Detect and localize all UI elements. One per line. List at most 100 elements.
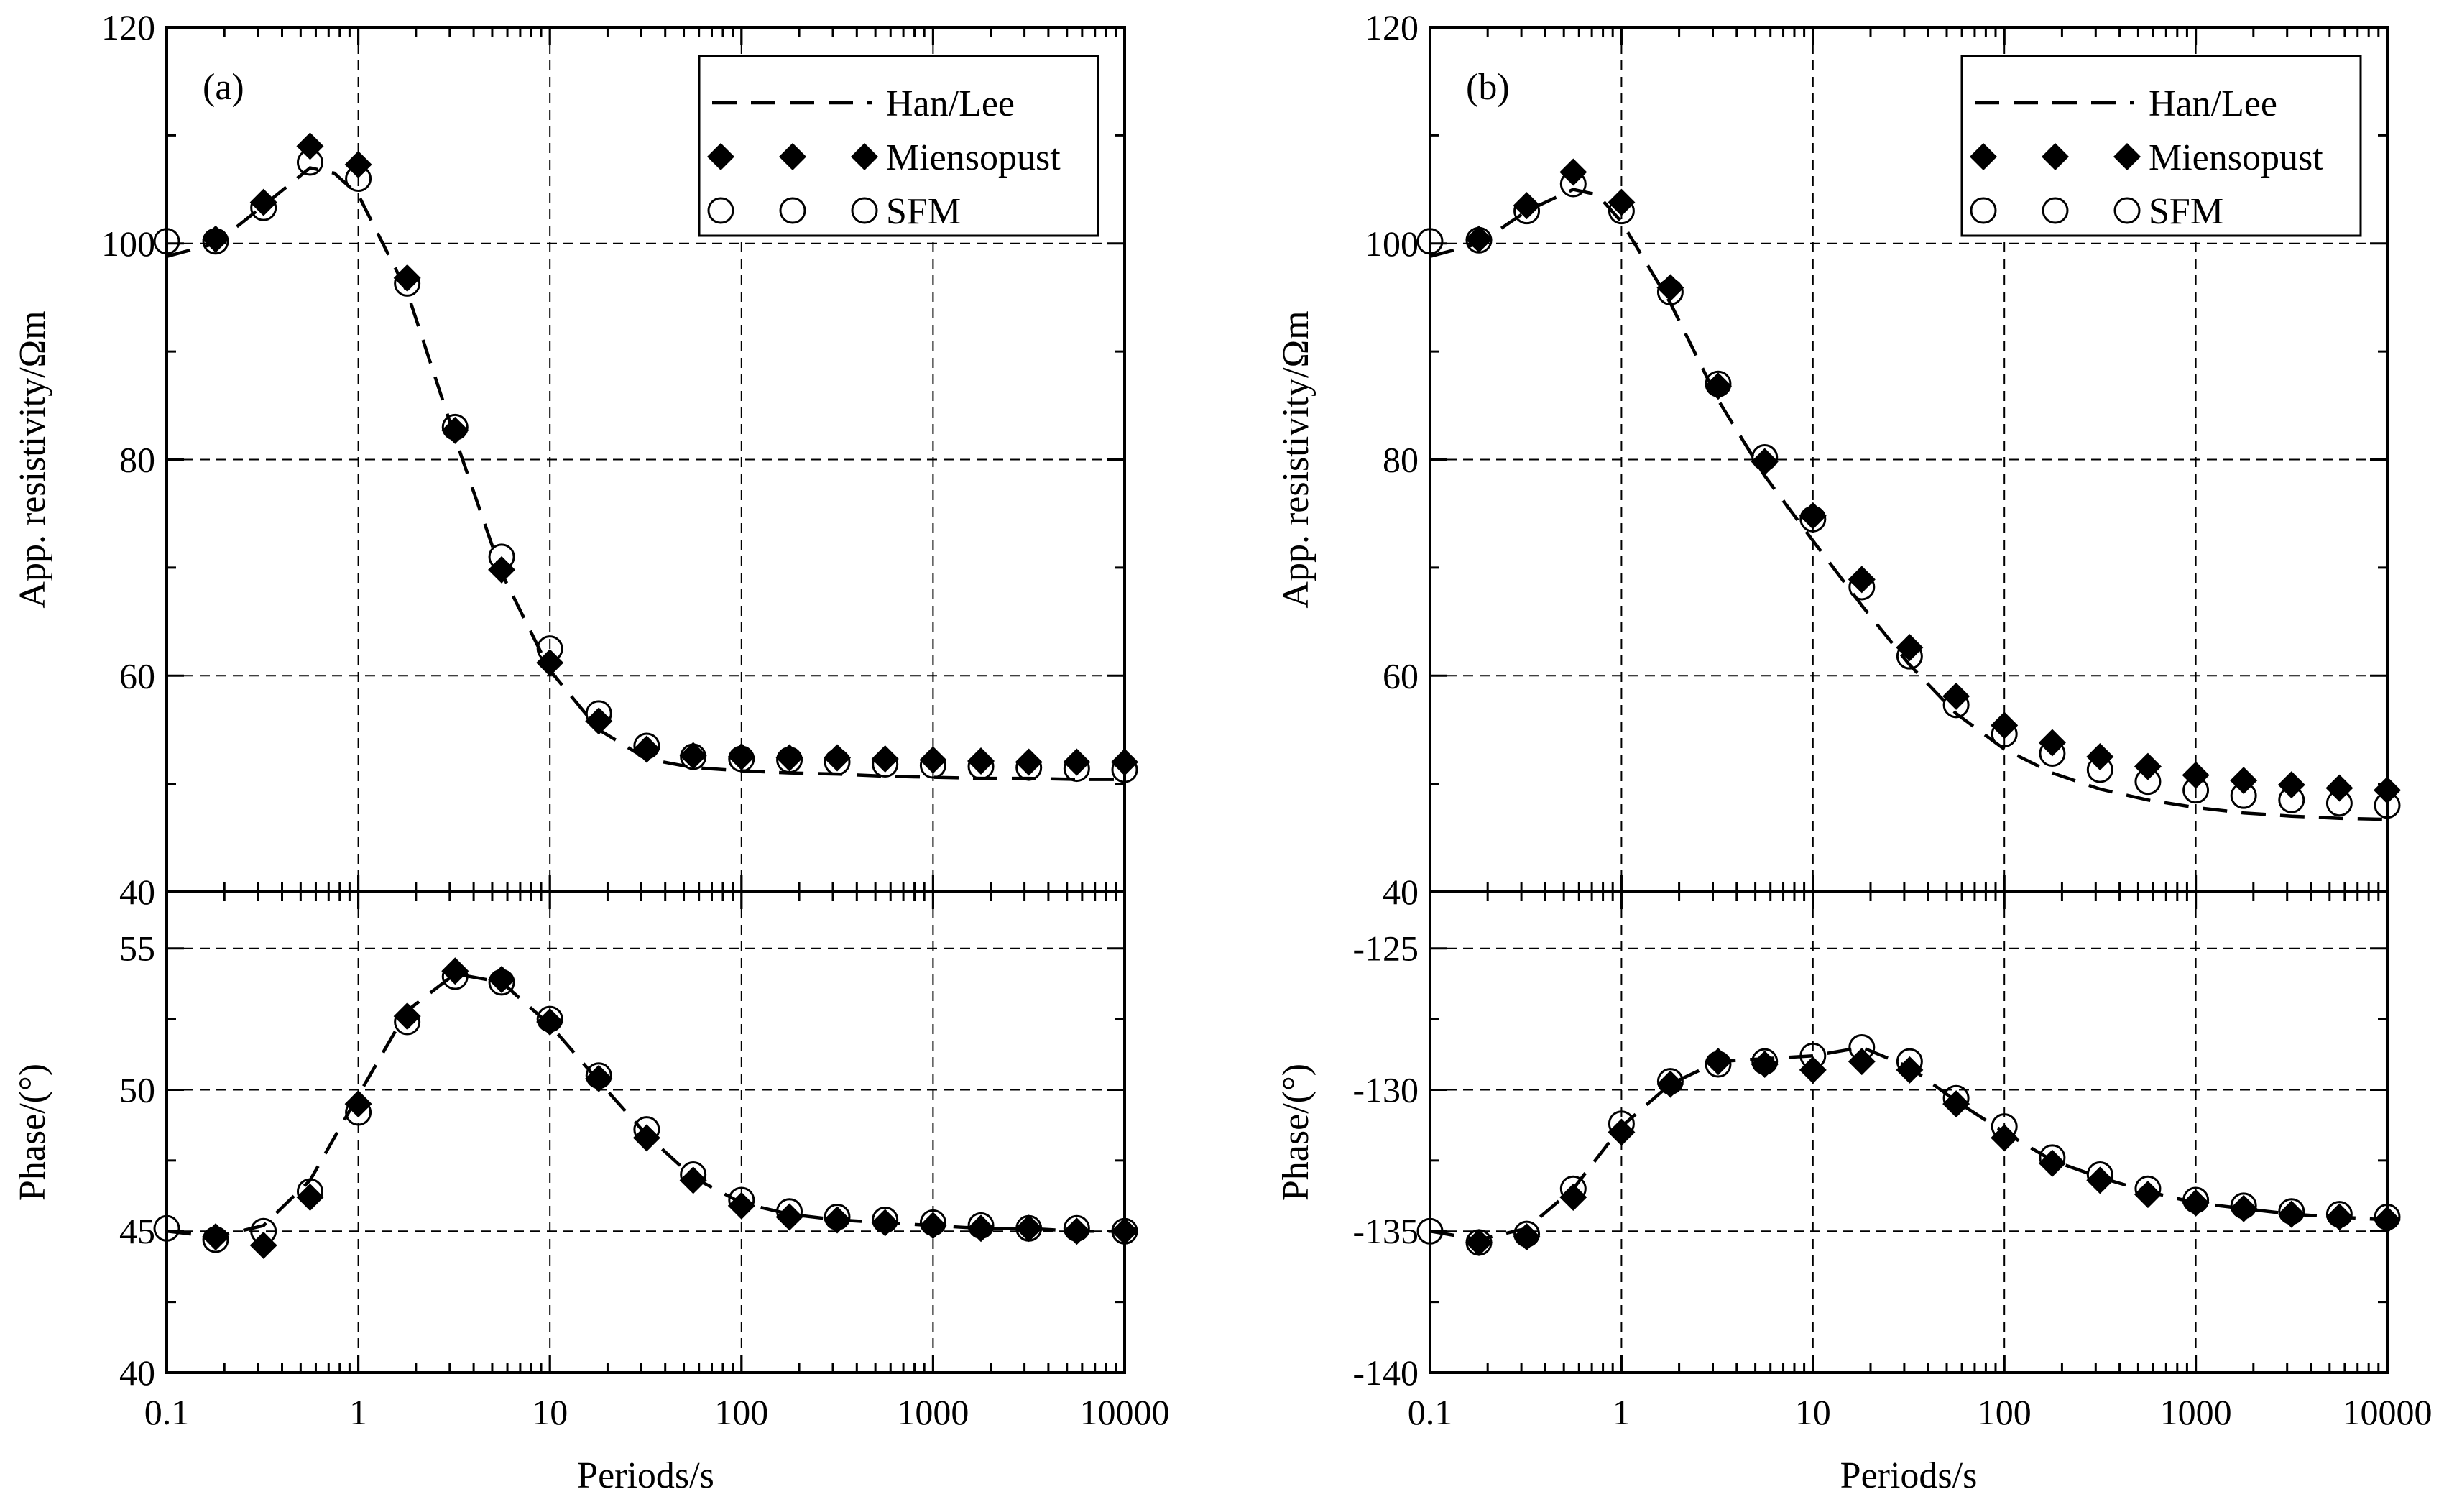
series-line-han-lee xyxy=(166,166,1125,781)
data-point-sfm xyxy=(1848,1033,1876,1061)
y-tick-label: 40 xyxy=(119,1352,155,1393)
y-tick-label: 120 xyxy=(1365,7,1419,47)
y-tick-label: 120 xyxy=(101,7,155,47)
data-point-sfm xyxy=(1465,226,1493,254)
phase-subplot: -140 -135 -130 -125 Phase/(°) xyxy=(1276,890,2401,1393)
x-tick-label: 1 xyxy=(1613,1392,1631,1432)
data-point-miensopust xyxy=(775,1203,803,1231)
panel-label: (b) xyxy=(1466,67,1510,108)
data-point-sfm xyxy=(1705,370,1732,397)
data-point-miensopust xyxy=(1608,188,1636,216)
y-tick-label: 100 xyxy=(101,223,155,264)
data-point-sfm xyxy=(1513,1220,1541,1248)
legend-swatch-circle xyxy=(2042,197,2069,224)
data-point-sfm xyxy=(250,194,277,221)
data-point-sfm xyxy=(1465,1229,1493,1256)
data-point-sfm xyxy=(1063,755,1090,783)
data-point-miensopust xyxy=(632,1124,660,1152)
x-tick-label: 1 xyxy=(349,1392,367,1432)
data-point-sfm xyxy=(1656,278,1684,305)
x-tick-label: 100 xyxy=(714,1392,768,1432)
data-point-sfm xyxy=(585,1062,612,1089)
data-point-sfm xyxy=(2134,768,2162,796)
data-point-sfm xyxy=(728,745,755,773)
data-point-sfm xyxy=(824,749,851,776)
legend-label: Han/Lee xyxy=(886,83,1015,124)
data-point-sfm xyxy=(633,1116,660,1143)
data-point-miensopust xyxy=(344,150,372,178)
data-point-miensopust xyxy=(1465,1228,1493,1256)
y-tick-label: 40 xyxy=(119,872,155,912)
x-tick-label: 1000 xyxy=(897,1392,969,1432)
data-point-sfm xyxy=(1608,1110,1635,1138)
data-point-miensopust xyxy=(1063,748,1091,776)
data-point-sfm xyxy=(536,1005,563,1033)
x-tick-label: 10000 xyxy=(2343,1392,2433,1432)
data-point-miensopust xyxy=(1656,274,1684,302)
plot-frame xyxy=(165,890,1126,1374)
legend-swatch-circle xyxy=(779,197,806,224)
data-point-sfm xyxy=(1799,1042,1827,1069)
y-tick-label: 100 xyxy=(1365,223,1419,264)
legend-swatch-circle xyxy=(851,197,878,224)
data-point-sfm xyxy=(441,413,469,441)
legend-box xyxy=(698,55,1099,237)
data-point-sfm xyxy=(1705,1051,1732,1078)
data-point-miensopust xyxy=(344,1090,372,1118)
data-point-sfm xyxy=(2278,786,2305,813)
data-point-miensopust xyxy=(1942,1090,1970,1118)
data-point-sfm xyxy=(441,963,469,990)
data-point-miensopust xyxy=(1751,448,1779,476)
data-point-sfm xyxy=(1942,691,1970,719)
data-point-sfm xyxy=(1656,1068,1684,1095)
data-point-sfm xyxy=(967,1212,995,1239)
data-point-miensopust xyxy=(2134,1181,2162,1209)
data-point-sfm xyxy=(1896,1048,1923,1075)
data-point-miensopust xyxy=(919,746,947,774)
x-tick-label: 100 xyxy=(1978,1392,2032,1432)
data-point-miensopust xyxy=(536,649,564,677)
legend-label: SFM xyxy=(886,191,961,232)
panel-label: (a) xyxy=(203,67,244,108)
data-point-sfm xyxy=(2182,777,2210,804)
data-point-sfm xyxy=(824,1204,851,1231)
data-point-sfm xyxy=(2086,756,2113,783)
data-point-miensopust xyxy=(296,1184,324,1212)
data-point-miensopust xyxy=(679,1166,707,1194)
y-tick-label: -140 xyxy=(1352,1352,1419,1393)
data-point-sfm xyxy=(1799,505,1827,533)
data-point-sfm xyxy=(2086,1161,2113,1189)
data-point-sfm xyxy=(919,1209,946,1236)
data-point-sfm xyxy=(1608,198,1635,225)
data-point-miensopust xyxy=(393,264,421,292)
legend-swatch-diamond xyxy=(779,143,806,170)
legend-swatch-diamond xyxy=(2042,143,2069,170)
data-point-miensopust xyxy=(1513,192,1541,220)
data-point-sfm xyxy=(872,1206,899,1233)
data-point-miensopust xyxy=(2277,771,2305,799)
data-point-miensopust xyxy=(1608,1118,1636,1146)
data-point-miensopust xyxy=(679,742,707,770)
y-axis-title: App. resistivity/Ωm xyxy=(12,310,53,608)
y-tick-label: 60 xyxy=(119,655,155,696)
data-point-sfm xyxy=(633,732,660,760)
data-point-miensopust xyxy=(2038,729,2066,757)
x-tick-label: 10 xyxy=(532,1392,568,1432)
data-point-sfm xyxy=(585,700,612,727)
x-tick-label: 1000 xyxy=(2160,1392,2232,1432)
data-point-sfm xyxy=(2134,1175,2162,1202)
data-point-miensopust xyxy=(1991,711,2019,739)
data-point-sfm xyxy=(776,747,803,774)
y-tick-label: 45 xyxy=(119,1211,155,1251)
legend: Han/Lee Miensopust SFM xyxy=(1960,55,2362,237)
data-point-sfm xyxy=(394,269,421,297)
data-point-miensopust xyxy=(249,188,277,216)
data-point-miensopust xyxy=(871,745,899,773)
data-point-sfm xyxy=(394,1008,421,1036)
legend-swatch-diamond xyxy=(851,143,878,170)
y-tick-label: 80 xyxy=(119,440,155,480)
x-axis-title: Periods/s xyxy=(577,1455,714,1496)
data-point-sfm xyxy=(1015,754,1043,781)
legend-swatch-diamond xyxy=(707,143,734,170)
data-point-miensopust xyxy=(2182,761,2210,789)
